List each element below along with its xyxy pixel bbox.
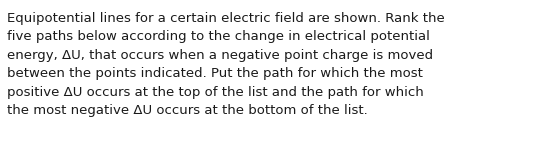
Text: Equipotential lines for a certain electric field are shown. Rank the
five paths : Equipotential lines for a certain electr… bbox=[7, 12, 445, 117]
